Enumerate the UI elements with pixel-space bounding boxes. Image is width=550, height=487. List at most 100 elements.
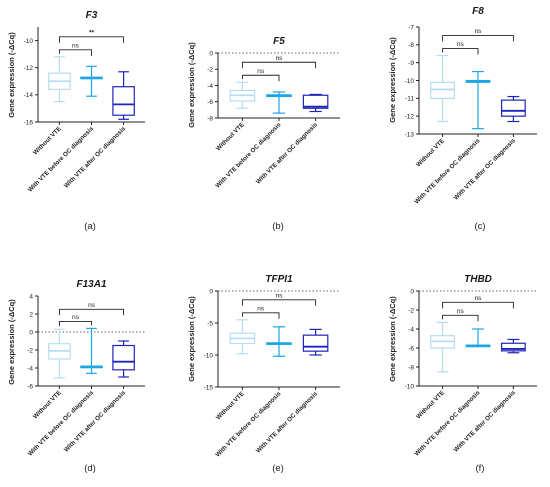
panel-label: (a) — [84, 221, 96, 232]
category-label: Without VTE — [415, 389, 446, 420]
category-label: With VTE before OC diagnosis — [214, 390, 283, 459]
y-tick-label: -5 — [207, 320, 213, 327]
category-label: With VTE after OC diagnosis — [63, 125, 128, 190]
significance-bracket: ns — [442, 28, 514, 42]
panel-f3: F3 -16 -14 -12 -10 Gene expression (-ΔCq) With… — [7, 10, 145, 232]
chart-title: F13A1 — [76, 279, 106, 290]
panel-tfpi1: TFPI1 -15 -10 -5 0 Gene expression (-ΔCq) With… — [187, 274, 340, 474]
panel-f5: F5 -8 -6 -4 -2 0 Gene expression (-ΔCq) Without… — [187, 36, 340, 232]
y-axis-label: Gene expression (-ΔCq) — [187, 296, 196, 382]
panel-thbd: THBD -10 -8 -6 -4 -2 0 Gene expression (-ΔCq) Wi… — [388, 274, 537, 474]
y-tick-label: 0 — [209, 50, 213, 57]
box-1 — [229, 81, 256, 109]
significance-bracket: ns — [241, 292, 317, 306]
box-1 — [229, 319, 256, 355]
y-tick-label: -6 — [408, 345, 414, 352]
significance-label: ns — [475, 28, 483, 35]
y-axis-label: Gene expression (-ΔCq) — [187, 42, 196, 128]
significance-label: ns — [475, 295, 483, 302]
y-tick-label: 0 — [209, 288, 213, 295]
box-1 — [48, 56, 71, 103]
y-tick-label: 4 — [29, 293, 33, 300]
box-3 — [501, 338, 526, 354]
box-1 — [430, 54, 455, 123]
bracket-line — [442, 35, 514, 42]
significance-label: ns — [276, 55, 284, 62]
category-label: With VTE after OC diagnosis — [453, 389, 518, 454]
category-label: Without VTE — [415, 137, 446, 168]
y-tick-label: -6 — [207, 99, 213, 106]
y-tick-label: -12 — [24, 65, 34, 72]
bracket-line — [241, 299, 317, 306]
panel-label: (d) — [84, 463, 96, 474]
y-tick-label: -10 — [405, 78, 415, 85]
significance-bracket: ns — [442, 308, 479, 322]
significance-label: ** — [89, 29, 95, 36]
y-tick-label: -12 — [405, 113, 415, 120]
y-axis-label: Gene expression (-ΔCq) — [388, 296, 397, 382]
y-tick-label: -8 — [408, 364, 414, 371]
y-tick-label: -10 — [405, 383, 415, 390]
y-axis-label: Gene expression (-ΔCq) — [7, 299, 16, 385]
iqr-box — [112, 344, 135, 371]
bracket-line — [58, 320, 92, 327]
bracket-line — [442, 314, 479, 322]
y-tick-label: -4 — [27, 365, 33, 372]
significance-bracket: ns — [58, 42, 92, 56]
significance-bracket: ns — [442, 295, 514, 309]
bracket-line — [442, 301, 514, 309]
bracket-line — [241, 74, 280, 82]
y-tick-label: -2 — [207, 67, 213, 74]
y-tick-label: -6 — [27, 383, 33, 390]
y-tick-label: -10 — [204, 352, 214, 359]
y-tick-label: -7 — [408, 24, 414, 31]
y-tick-label: 0 — [410, 288, 414, 295]
category-label: Without VTE — [32, 125, 63, 156]
box-3 — [501, 95, 526, 123]
category-label: With VTE after OC diagnosis — [255, 121, 320, 186]
chart-title: THBD — [464, 274, 492, 285]
y-axis-label: Gene expression (-ΔCq) — [388, 37, 397, 123]
y-tick-label: -2 — [408, 307, 414, 314]
box-1 — [48, 328, 71, 379]
iqr-box — [302, 94, 329, 109]
iqr-box — [112, 86, 135, 116]
box-1 — [430, 321, 455, 373]
y-tick-label: -4 — [408, 326, 414, 333]
panel-label: (e) — [272, 463, 284, 474]
panel-label: (b) — [272, 221, 284, 232]
category-label: With VTE after OC diagnosis — [63, 389, 128, 454]
significance-label: ns — [72, 42, 80, 49]
iqr-box — [302, 334, 329, 352]
y-tick-label: -2 — [27, 347, 33, 354]
y-tick-label: -10 — [24, 38, 34, 45]
box-3 — [302, 93, 329, 113]
category-label: Without VTE — [215, 390, 246, 421]
significance-bracket: ns — [241, 68, 280, 82]
category-label: With VTE before OC diagnosis — [413, 137, 482, 206]
box-2 — [80, 65, 103, 97]
bracket-line — [58, 49, 92, 56]
y-tick-label: -8 — [408, 42, 414, 49]
category-label: With VTE after OC diagnosis — [255, 390, 320, 455]
chart-title: F8 — [472, 6, 484, 17]
category-label: With VTE after OC diagnosis — [453, 137, 518, 202]
significance-label: ns — [72, 314, 80, 321]
iqr-box — [501, 99, 526, 117]
significance-bracket: ns — [241, 305, 280, 319]
y-tick-label: -15 — [204, 384, 214, 391]
bracket-line — [442, 48, 479, 55]
y-tick-label: -11 — [405, 96, 414, 103]
box-3 — [112, 340, 135, 378]
bracket-line — [58, 36, 125, 43]
y-tick-label: -16 — [24, 119, 34, 126]
category-label: Without VTE — [32, 389, 63, 420]
category-label: Without VTE — [215, 121, 246, 152]
panel-f8: F8 -13 -12 -11 -10 -9 -8 -7 Gene expression (-ΔC… — [388, 6, 537, 232]
significance-bracket: ns — [241, 55, 317, 69]
chart-title: TFPI1 — [265, 274, 293, 285]
box-2 — [465, 328, 491, 348]
panel-label: (c) — [474, 221, 485, 232]
significance-label: ns — [257, 68, 265, 75]
y-tick-label: 2 — [29, 311, 33, 318]
